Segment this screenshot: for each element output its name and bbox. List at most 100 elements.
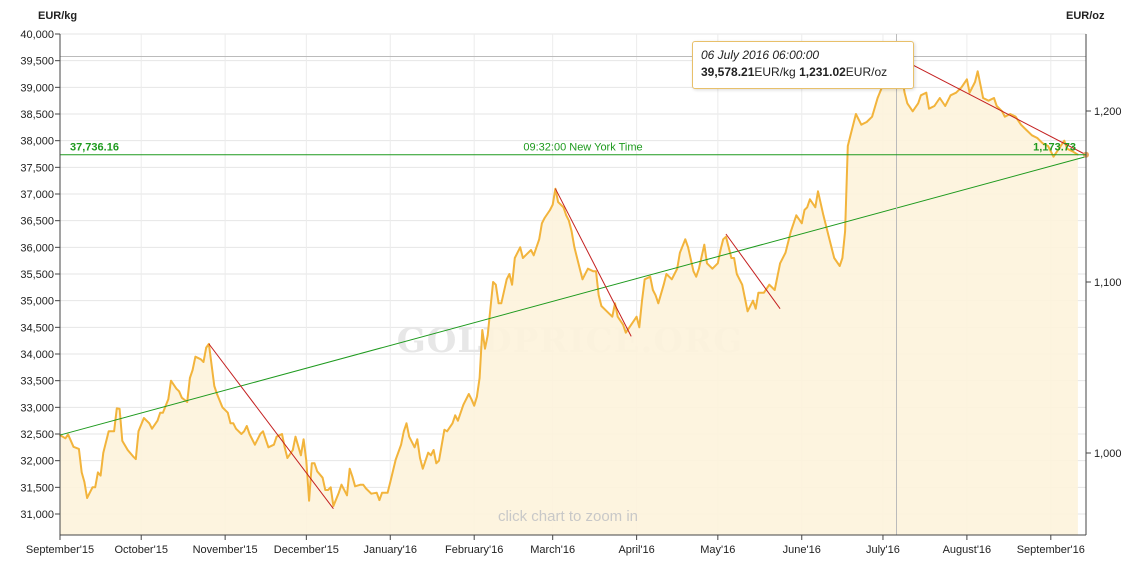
y-tick-label-left: 33,500 xyxy=(20,376,54,388)
price-point xyxy=(960,86,963,89)
price-point xyxy=(262,430,264,433)
y-tick-label-left: 34,500 xyxy=(20,322,54,334)
price-point xyxy=(283,446,286,449)
y-tick-label-right: 1,200 xyxy=(1094,106,1122,118)
current-price-oz: 1,173.73 xyxy=(1033,142,1076,154)
price-point xyxy=(486,334,489,337)
price-point xyxy=(200,358,202,361)
x-tick-label: June'16 xyxy=(783,544,821,556)
price-point xyxy=(305,459,308,462)
tooltip-oz-unit: EUR/oz xyxy=(845,65,888,79)
price-point xyxy=(229,422,232,425)
price-point xyxy=(221,406,224,409)
price-point xyxy=(116,407,118,410)
downtrend-line xyxy=(554,188,632,337)
downtrend-line xyxy=(896,56,1087,156)
price-point xyxy=(838,265,841,267)
price-point xyxy=(167,398,170,401)
price-point xyxy=(143,417,145,419)
price-point xyxy=(1014,115,1017,118)
price-point xyxy=(752,299,754,302)
price-point xyxy=(430,454,432,457)
price-point xyxy=(313,462,316,465)
price-point xyxy=(256,438,259,441)
y-tick-label-left: 31,500 xyxy=(20,482,54,494)
price-point xyxy=(275,435,278,438)
price-point xyxy=(135,458,137,460)
y-tick-label-left: 32,500 xyxy=(20,429,54,441)
price-point xyxy=(746,310,749,313)
price-point xyxy=(178,390,180,393)
price-point xyxy=(903,91,906,94)
price-point xyxy=(294,435,297,438)
price-point xyxy=(375,491,378,494)
price-point xyxy=(643,278,646,281)
price-point xyxy=(730,257,733,259)
price-point xyxy=(508,273,511,275)
price-point xyxy=(754,307,757,310)
x-tick-label: May'16 xyxy=(700,544,735,556)
price-point xyxy=(308,499,310,502)
price-point xyxy=(698,267,700,270)
price-point xyxy=(189,377,191,379)
y-tick-label-left: 37,500 xyxy=(20,162,54,174)
price-point xyxy=(876,97,879,99)
price-point xyxy=(933,105,936,107)
price-point xyxy=(982,97,984,99)
price-point xyxy=(311,462,313,465)
price-point xyxy=(1041,142,1044,145)
price-point xyxy=(538,238,540,241)
price-point xyxy=(378,499,381,501)
price-point xyxy=(920,94,922,97)
price-point xyxy=(570,230,573,233)
price-point xyxy=(662,283,665,286)
price-point xyxy=(573,246,576,249)
price-point xyxy=(403,430,405,433)
price-point xyxy=(568,219,570,222)
price-point xyxy=(454,414,457,417)
price-point xyxy=(438,459,440,462)
downtrend-line xyxy=(208,343,334,509)
price-point xyxy=(773,289,776,291)
price-point xyxy=(435,462,438,465)
price-point xyxy=(955,91,957,94)
price-point xyxy=(394,458,397,461)
price-point xyxy=(273,443,275,446)
price-point xyxy=(118,408,121,410)
price-point xyxy=(329,486,332,489)
x-tick-label: March'16 xyxy=(530,544,575,556)
price-point xyxy=(86,497,88,499)
y-tick-label-left: 36,000 xyxy=(20,242,54,254)
price-point xyxy=(736,273,738,275)
price-point xyxy=(706,262,708,265)
price-point xyxy=(597,294,600,297)
price-point xyxy=(281,433,283,435)
price-point xyxy=(365,487,367,490)
price-point xyxy=(348,467,351,470)
price-point xyxy=(733,257,735,259)
price-point xyxy=(324,489,327,491)
zoom-hint[interactable]: click chart to zoom in xyxy=(498,508,638,525)
price-point xyxy=(949,94,952,97)
price-point xyxy=(451,422,454,425)
price-point xyxy=(470,398,473,401)
tooltip-date: 06 July 2016 06:00:00 xyxy=(701,48,820,62)
y-tick-label-right: 1,000 xyxy=(1094,448,1122,460)
price-point xyxy=(327,489,329,491)
price-point xyxy=(532,254,535,257)
price-point xyxy=(243,430,245,433)
price-point xyxy=(511,283,513,286)
price-point xyxy=(847,145,849,147)
price-point xyxy=(351,475,354,478)
price-point xyxy=(784,251,787,254)
price-point xyxy=(592,270,595,273)
y-tick-label-left: 39,500 xyxy=(20,56,54,68)
price-point xyxy=(551,203,554,206)
price-point xyxy=(763,291,765,294)
price-point xyxy=(492,281,494,283)
tooltip-kg-unit: EUR/kg xyxy=(754,65,796,79)
price-point xyxy=(871,115,873,118)
price-point xyxy=(94,486,96,489)
y-tick-label-left: 38,500 xyxy=(20,109,54,121)
